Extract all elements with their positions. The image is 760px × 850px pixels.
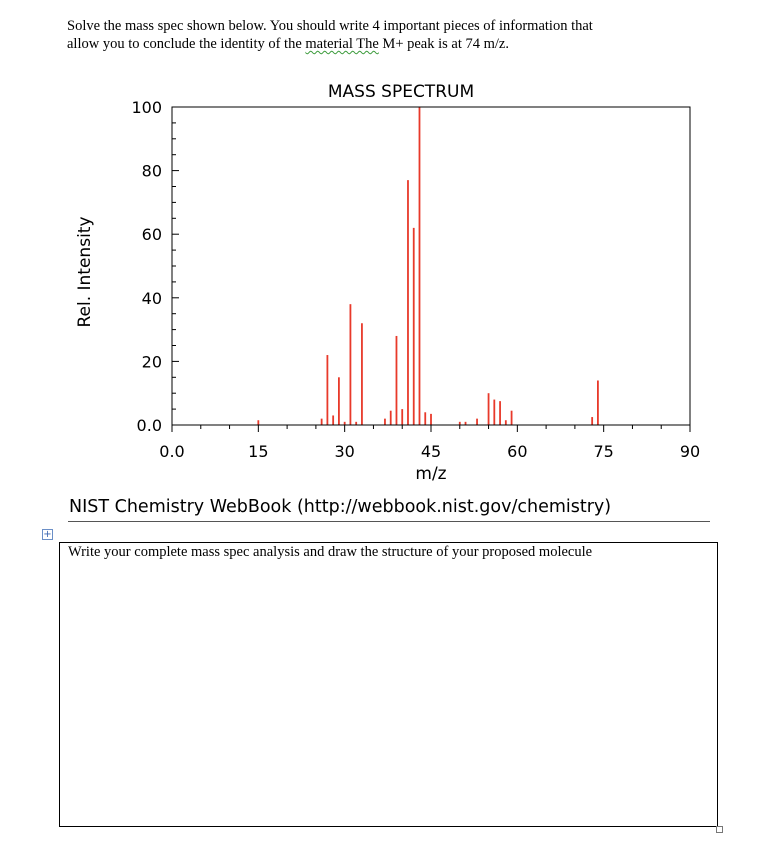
nist-source-credit: NIST Chemistry WebBook (http://webbook.n…: [69, 497, 612, 517]
y-tick-label: 80: [142, 162, 162, 181]
table-resize-handle-icon[interactable]: [716, 826, 723, 833]
x-tick-label: 90: [680, 442, 700, 461]
y-tick-label: 0.0: [137, 416, 162, 435]
y-tick-label: 60: [142, 225, 162, 244]
mass-spectrum-svg: MASS SPECTRUM Rel. Intensity m/z 0.0 20 40…: [75, 82, 700, 484]
y-tick-label: 20: [142, 352, 162, 371]
spectrum-peaks: [257, 107, 599, 425]
prompt-line-1: Solve the mass spec shown below. You sho…: [67, 18, 593, 34]
axis-ticks: 0.0 20 40 60 80 100 0.0 15 30 45 60 75 90: [131, 98, 700, 461]
chart-title: MASS SPECTRUM: [328, 82, 474, 102]
x-tick-label: 45: [421, 442, 441, 461]
x-tick-label: 75: [593, 442, 613, 461]
answer-box-instructions: Write your complete mass spec analysis a…: [68, 544, 593, 560]
mass-spectrum-chart: MASS SPECTRUM Rel. Intensity m/z 0.0 20 40…: [60, 72, 720, 502]
plot-frame: [171, 106, 691, 426]
y-tick-label: 40: [142, 289, 162, 308]
prompt-line-2-end: M+ peak is at 74 m/z.: [378, 36, 509, 52]
prompt-line-2: allow you to conclude the identity of th…: [67, 35, 727, 53]
prompt-line-2-start: allow you to conclude the identity of th…: [67, 36, 306, 52]
x-tick-label: 0.0: [159, 442, 184, 461]
x-tick-label: 15: [248, 442, 268, 461]
x-axis-label: m/z: [415, 464, 446, 484]
x-tick-label: 30: [334, 442, 354, 461]
source-divider: [68, 521, 710, 522]
grammar-flagged-text: material The: [305, 36, 379, 52]
y-tick-label: 100: [131, 98, 162, 117]
table-move-handle-icon[interactable]: +: [42, 529, 53, 540]
answer-box[interactable]: Write your complete mass spec analysis a…: [59, 542, 718, 827]
y-axis-label: Rel. Intensity: [75, 216, 95, 327]
x-tick-label: 60: [507, 442, 527, 461]
question-prompt: Solve the mass spec shown below. You sho…: [67, 17, 727, 53]
